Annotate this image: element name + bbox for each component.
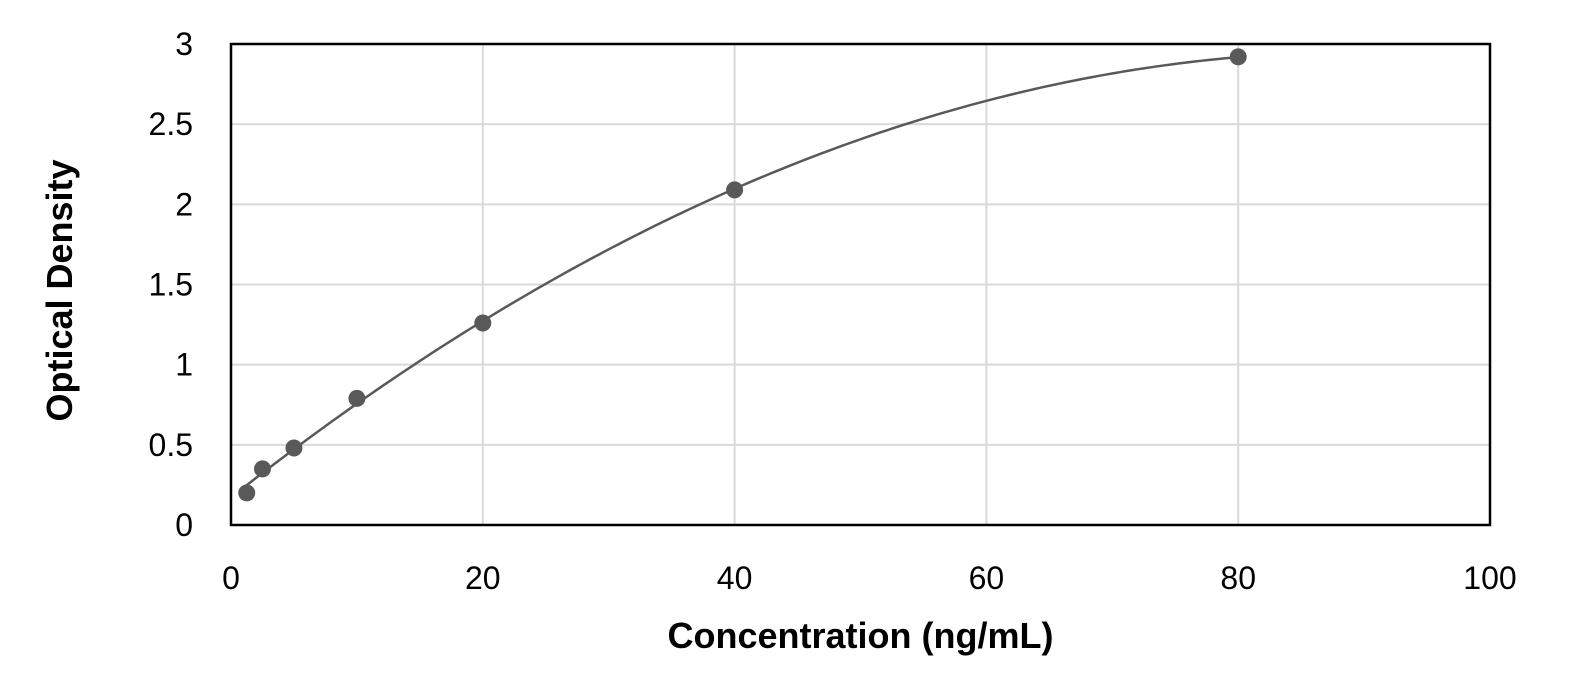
x-tick-label: 20	[465, 560, 501, 596]
data-point	[474, 314, 491, 331]
x-tick-label: 80	[1220, 560, 1256, 596]
x-tick-label: 40	[717, 560, 753, 596]
data-point	[285, 440, 302, 457]
x-tick-label: 60	[969, 560, 1005, 596]
y-tick-label: 1	[175, 347, 193, 383]
data-points	[238, 48, 1246, 501]
data-point	[726, 181, 743, 198]
data-point	[254, 460, 271, 477]
y-tick-label: 1.5	[149, 267, 193, 303]
y-tick-label: 2.5	[149, 106, 193, 142]
fit-curve	[247, 57, 1238, 485]
grid-lines	[231, 44, 1490, 525]
y-tick-label: 0.5	[149, 427, 193, 463]
x-tick-label: 0	[222, 560, 240, 596]
data-point	[1230, 48, 1247, 65]
y-axis-title: Optical Density	[39, 159, 80, 421]
x-axis-title: Concentration (ng/mL)	[668, 615, 1054, 656]
tick-labels: 0 0.5 1 1.5 2 2.5 3 0 20 40 60 80 100	[149, 26, 1517, 596]
data-point	[238, 484, 255, 501]
x-tick-label: 100	[1463, 560, 1516, 596]
y-tick-label: 2	[175, 186, 193, 222]
y-tick-label: 0	[175, 507, 193, 543]
y-tick-label: 3	[175, 26, 193, 62]
data-point	[348, 390, 365, 407]
